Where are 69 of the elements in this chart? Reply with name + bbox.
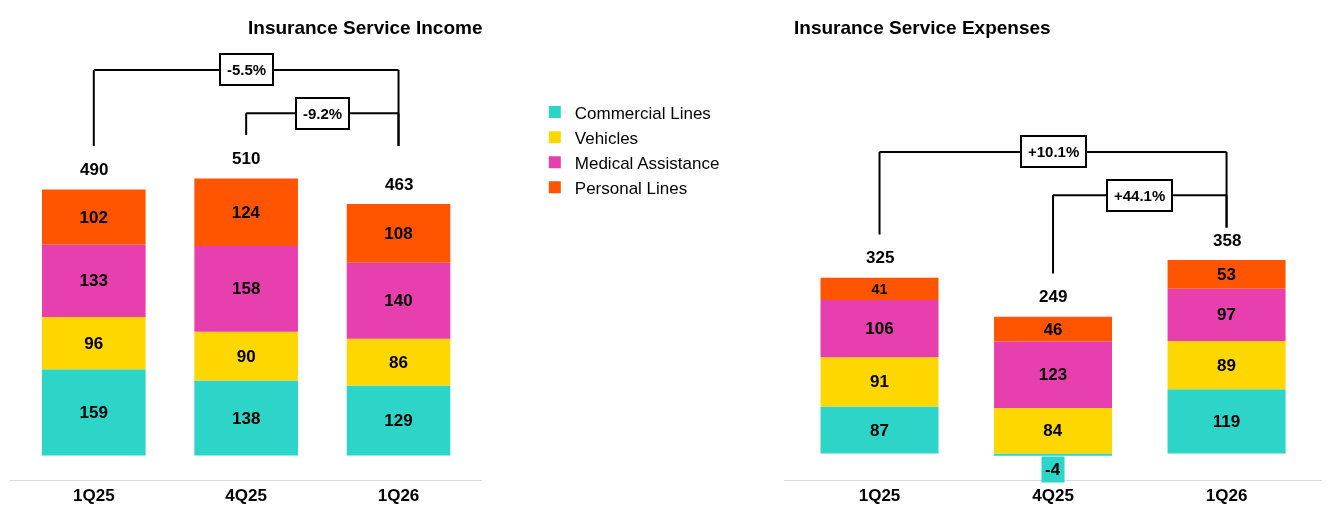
bar: [1167, 260, 1286, 289]
x-tick-label: 1Q25: [73, 486, 115, 506]
x-tick-label: 4Q25: [225, 486, 267, 506]
data-label: 102: [79, 207, 108, 227]
total-label: 249: [1039, 287, 1068, 306]
text: +10.1%: [1028, 143, 1080, 160]
legend-label: Medical Assistance: [574, 153, 720, 173]
bar: [42, 244, 146, 318]
data-label: 133: [79, 271, 108, 291]
bar: [194, 331, 298, 381]
bar: [42, 189, 146, 245]
bar: [1167, 288, 1286, 342]
text: -5.5%: [227, 61, 267, 78]
data-label: 123: [1038, 365, 1068, 385]
legend-label: Personal Lines: [574, 178, 688, 198]
legend-label: Commercial Lines: [574, 103, 711, 123]
total-label: 358: [1213, 231, 1242, 250]
bar: [42, 369, 146, 456]
data-label: 97: [1217, 305, 1237, 325]
data-label: 138: [231, 408, 261, 428]
total-label: 490: [80, 160, 109, 179]
x-tick-label: 1Q25: [858, 486, 901, 506]
data-label: 124: [231, 202, 261, 222]
total-label: 325: [866, 248, 895, 267]
text: +44.1%: [1114, 187, 1166, 204]
data-label: 108: [384, 223, 413, 243]
bar: [994, 408, 1113, 454]
text: -9.2%: [303, 105, 343, 122]
data-label: 86: [389, 352, 408, 372]
bar: [346, 338, 451, 386]
x-tick-label: 1Q26: [1205, 486, 1248, 506]
bar: [820, 357, 939, 407]
data-label: 46: [1043, 319, 1063, 339]
x-tick-label: 4Q25: [1032, 486, 1074, 506]
bar: [42, 317, 146, 370]
bar: [194, 178, 298, 246]
data-label: 129: [384, 411, 413, 431]
data-label: 87: [870, 420, 889, 440]
total-label: 463: [385, 175, 414, 194]
data-label: 106: [865, 319, 894, 339]
data-label: 140: [384, 291, 413, 311]
chart-title: Insurance Service Expenses: [794, 17, 1051, 38]
bar: [194, 380, 298, 456]
data-label: 96: [84, 333, 104, 353]
bar: [346, 385, 451, 456]
data-label: 41: [871, 280, 888, 297]
data-label: 119: [1212, 411, 1241, 431]
bar: [994, 316, 1113, 342]
bar: [194, 245, 298, 332]
data-label: 159: [79, 402, 108, 422]
bar: [1167, 389, 1286, 454]
x-tick-label: 1Q26: [377, 486, 420, 506]
data-label: -4: [1045, 460, 1061, 479]
bar: [820, 277, 939, 300]
total-label: 510: [232, 149, 261, 168]
bar: [346, 262, 451, 339]
legend-label: Vehicles: [574, 128, 639, 148]
bar: [1167, 341, 1286, 390]
data-label: 84: [1043, 421, 1063, 441]
data-label: 91: [870, 372, 889, 392]
chart-title: Insurance Service Income: [248, 17, 483, 38]
data-label: 89: [1217, 355, 1237, 375]
bar: [346, 204, 451, 263]
data-label: 158: [231, 279, 261, 299]
bar: [820, 300, 939, 358]
bar: [994, 341, 1113, 409]
data-label: 90: [236, 346, 256, 366]
bar: [820, 406, 939, 454]
data-label: 53: [1217, 264, 1237, 284]
